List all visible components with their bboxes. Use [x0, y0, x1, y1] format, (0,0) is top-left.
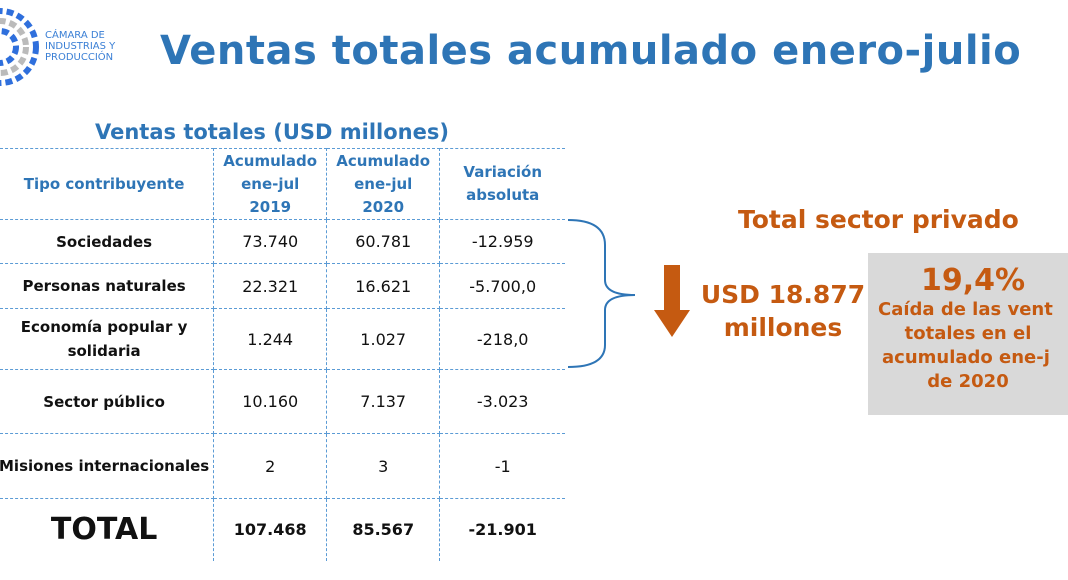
decline-desc: de 2020 — [927, 371, 1009, 392]
cell: -21.901 — [468, 520, 537, 540]
header-cell: Tipo contribuyente — [0, 148, 215, 220]
row-label: Personas naturales — [0, 263, 215, 309]
cell: 85.567 — [326, 498, 441, 561]
header-cell: Acumulado ene-jul 2020 — [326, 148, 441, 220]
table-header: Tipo contribuyente Acumulado ene-jul 201… — [0, 148, 566, 220]
row-label: Misiones internacionales — [0, 433, 215, 499]
header-cell: Variación absoluta — [439, 148, 566, 220]
brace-icon — [567, 219, 636, 368]
logo-text: CÁMARA DE INDUSTRIAS Y PRODUCCIÓN — [45, 30, 115, 63]
cell: -218,0 — [439, 308, 566, 370]
decline-desc: totales en el — [904, 323, 1032, 344]
cell: -1 — [439, 433, 566, 499]
table-row: Economía popular y solidaria 1.244 1.027… — [0, 308, 566, 370]
amount-line: millones — [723, 313, 843, 342]
cell: 1.244 — [213, 308, 328, 370]
row-label: TOTAL — [0, 498, 215, 561]
cell: 2 — [213, 433, 328, 499]
down-arrow-icon — [654, 265, 690, 337]
summary-amount: USD 18.877 millones — [693, 278, 873, 344]
cell: 22.321 — [213, 263, 328, 309]
table-row: Sector público 10.160 7.137 -3.023 — [0, 369, 566, 434]
row-label: Economía popular y solidaria — [0, 308, 215, 370]
logo-line: CÁMARA DE — [45, 30, 105, 41]
cell: 73.740 — [213, 219, 328, 264]
header-cell: Acumulado ene-jul 2019 — [213, 148, 328, 220]
logo-line: PRODUCCIÓN — [45, 52, 114, 63]
logo-line: INDUSTRIAS Y — [45, 41, 116, 52]
cell: 60.781 — [326, 219, 441, 264]
decline-desc: Caída de las vent — [878, 299, 1053, 320]
sales-table: Tipo contribuyente Acumulado ene-jul 201… — [0, 148, 566, 561]
decline-percent: 19,4% — [920, 263, 1026, 298]
row-label: Sociedades — [0, 219, 215, 264]
table-row: Sociedades 73.740 60.781 -12.959 — [0, 219, 566, 264]
row-label: Sector público — [0, 369, 215, 434]
cell: 7.137 — [326, 369, 441, 434]
cell: -5.700,0 — [439, 263, 566, 309]
cell: 3 — [326, 433, 441, 499]
cell: 107.468 — [213, 498, 328, 561]
cell: 1.027 — [326, 308, 441, 370]
summary-title: Total sector privado — [738, 205, 1019, 234]
cell: -12.959 — [439, 219, 566, 264]
decline-desc: acumulado ene-j — [882, 347, 1050, 368]
amount-line: USD 18.877 — [700, 280, 866, 309]
table-row: Misiones internacionales 2 3 -1 — [0, 433, 566, 499]
table-row-total: TOTAL 107.468 85.567 -21.901 — [0, 498, 565, 561]
cell: 16.621 — [326, 263, 441, 309]
logo-icon — [0, 8, 39, 86]
table-caption: Ventas totales (USD millones) — [95, 120, 449, 144]
page-title: Ventas totales acumulado enero-julio — [160, 28, 1022, 74]
table-row: Personas naturales 22.321 16.621 -5.700,… — [0, 263, 566, 309]
cell: -3.023 — [439, 369, 566, 434]
decline-box: 19,4% Caída de las vent totales en el ac… — [868, 253, 1068, 415]
cell: 10.160 — [213, 369, 328, 434]
